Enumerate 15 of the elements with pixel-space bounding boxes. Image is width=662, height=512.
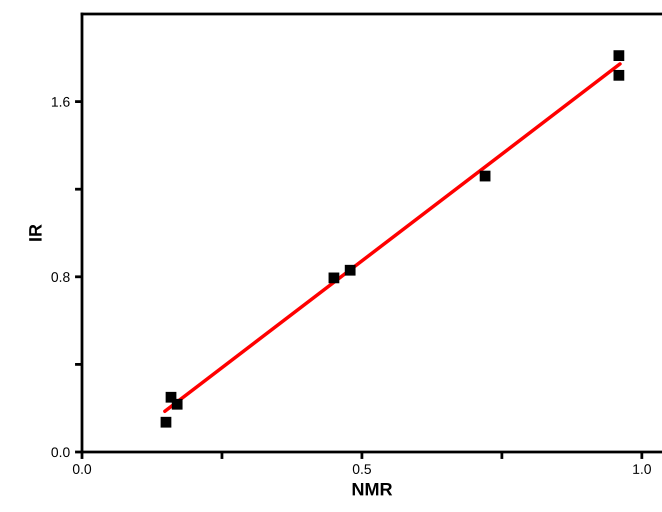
y-tick-label: 1.6 (52, 96, 70, 107)
y-tick-label: 0.0 (51, 447, 70, 458)
point (160, 416, 172, 428)
x-tick-label: 1.0 (633, 464, 651, 474)
x-tick-label: 0.5 (352, 464, 371, 474)
x-axis-title: NMR (352, 482, 392, 496)
y-tick-label: 0.8 (51, 272, 70, 282)
point (480, 170, 490, 182)
point (328, 272, 340, 284)
point (614, 70, 624, 81)
point (344, 264, 356, 276)
point (172, 398, 183, 410)
y-axis-title: IR (29, 224, 42, 241)
x-tick-label: 0.0 (72, 464, 92, 474)
point (614, 50, 624, 61)
